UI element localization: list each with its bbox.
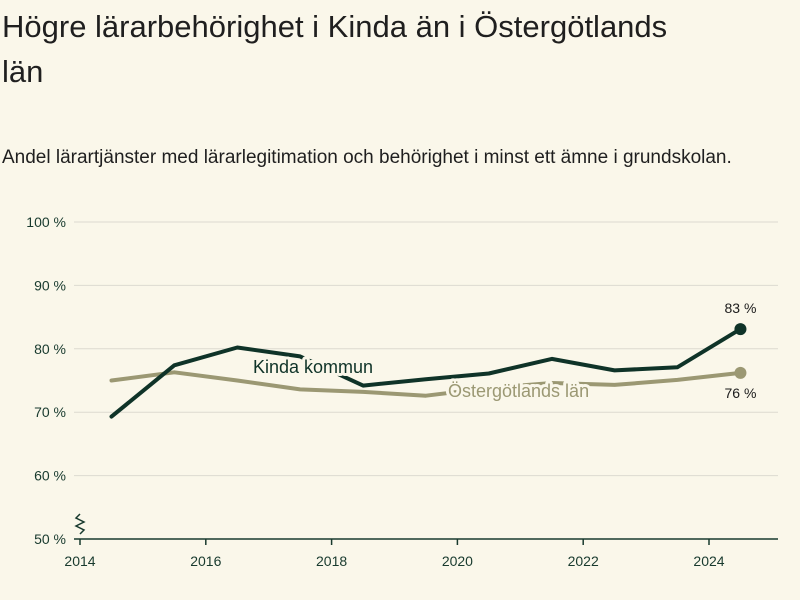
y-tick-label: 100 % <box>26 214 66 230</box>
axis-break-icon <box>74 513 86 535</box>
x-tick-label: 2020 <box>442 553 473 569</box>
kinda-line <box>109 327 743 419</box>
y-tick-label: 80 % <box>34 341 66 357</box>
y-tick-label: 50 % <box>34 531 66 547</box>
y-tick-label: 70 % <box>34 404 66 420</box>
series-labels: 83 % 76 % Kinda kommun Östergötlands län <box>250 300 756 404</box>
kinda-end-value-label: 83 % <box>724 300 756 316</box>
y-tick-label: 90 % <box>34 277 66 293</box>
chart-title: Högre lärarbehörighet i Kinda än i Öster… <box>2 9 668 89</box>
y-axis-ticks: 50 % 60 % 70 % 80 % 90 % 100 % <box>26 214 86 547</box>
kinda-series-label: Kinda kommun <box>253 357 373 377</box>
kinda-end-point <box>734 323 747 336</box>
x-tick-label: 2024 <box>693 553 724 569</box>
series-kinda-kommun <box>109 323 747 419</box>
lan-end-value-label: 76 % <box>724 385 756 401</box>
lan-series-label: Östergötlands län <box>448 381 589 401</box>
x-tick-label: 2018 <box>316 553 347 569</box>
x-tick-label: 2022 <box>568 553 599 569</box>
x-axis: 2014 2016 2018 2020 2022 2024 <box>64 538 778 569</box>
lan-line <box>109 370 743 398</box>
y-tick-label: 60 % <box>34 468 66 484</box>
gridlines <box>74 221 778 477</box>
lan-end-point <box>734 366 747 379</box>
x-tick-label: 2014 <box>64 553 95 569</box>
x-tick-label: 2016 <box>190 553 221 569</box>
series-ostergotlands-lan <box>109 366 747 398</box>
chart-subtitle: Andel lärartjänster med lärarlegitimatio… <box>2 147 732 168</box>
